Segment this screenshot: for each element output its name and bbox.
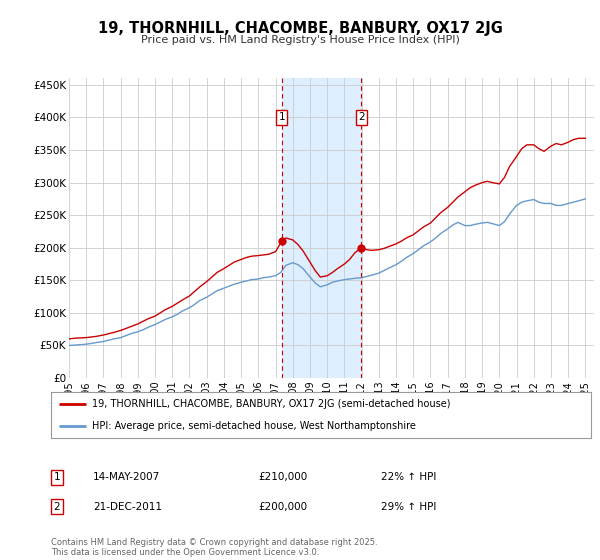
- Text: 19, THORNHILL, CHACOMBE, BANBURY, OX17 2JG: 19, THORNHILL, CHACOMBE, BANBURY, OX17 2…: [98, 21, 502, 36]
- Bar: [282, 78, 361, 378]
- Text: 21-DEC-2011: 21-DEC-2011: [93, 502, 162, 512]
- Text: £200,000: £200,000: [258, 502, 307, 512]
- Text: HPI: Average price, semi-detached house, West Northamptonshire: HPI: Average price, semi-detached house,…: [91, 421, 415, 431]
- Text: 14-MAY-2007: 14-MAY-2007: [93, 472, 160, 482]
- Text: 2: 2: [358, 113, 364, 123]
- Text: Price paid vs. HM Land Registry's House Price Index (HPI): Price paid vs. HM Land Registry's House …: [140, 35, 460, 45]
- Text: Contains HM Land Registry data © Crown copyright and database right 2025.
This d: Contains HM Land Registry data © Crown c…: [51, 538, 377, 557]
- Text: 1: 1: [53, 472, 61, 482]
- Text: 1: 1: [278, 113, 285, 123]
- Text: 19, THORNHILL, CHACOMBE, BANBURY, OX17 2JG (semi-detached house): 19, THORNHILL, CHACOMBE, BANBURY, OX17 2…: [91, 399, 450, 409]
- Text: 29% ↑ HPI: 29% ↑ HPI: [381, 502, 436, 512]
- Text: 22% ↑ HPI: 22% ↑ HPI: [381, 472, 436, 482]
- Text: 2: 2: [53, 502, 61, 512]
- Text: £210,000: £210,000: [258, 472, 307, 482]
